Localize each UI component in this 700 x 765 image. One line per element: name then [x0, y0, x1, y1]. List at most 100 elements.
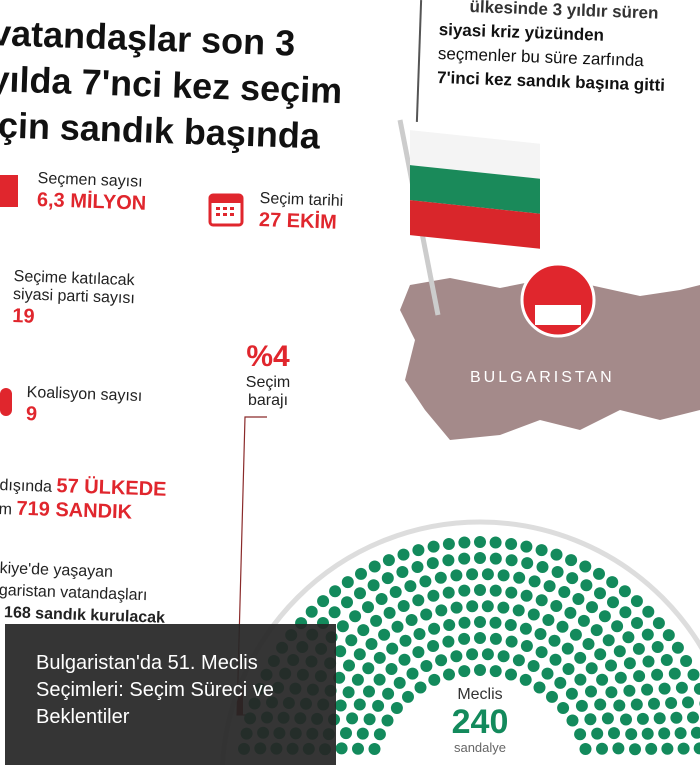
- seat-dot: [505, 668, 517, 681]
- seat-dot: [466, 648, 479, 661]
- seat-dot: [642, 605, 655, 618]
- seat-dot: [305, 605, 318, 618]
- seat-dot: [622, 631, 635, 644]
- seat-dot: [677, 742, 690, 755]
- seat-dot: [594, 698, 607, 711]
- seat-dot: [608, 727, 620, 740]
- seat-dot: [574, 673, 587, 686]
- seat-dot: [605, 659, 617, 672]
- seat-dot: [450, 569, 463, 582]
- seat-dot: [497, 601, 510, 614]
- seat-dot: [489, 616, 502, 629]
- seat-dot: [641, 628, 654, 641]
- seat-dot: [458, 665, 471, 678]
- seat-dot: [386, 642, 399, 655]
- seat-dot: [474, 632, 486, 644]
- seat-dot: [648, 697, 660, 710]
- seat-dot: [442, 554, 455, 567]
- parliament-label: Meclis: [457, 686, 503, 703]
- seat-dot: [373, 673, 386, 686]
- seat-dot: [353, 698, 366, 711]
- seat-dot: [442, 635, 455, 648]
- seat-dot: [577, 614, 590, 627]
- seat-dot: [442, 538, 455, 550]
- caption-overlay[interactable]: Bulgaristan'da 51. Meclis Seçimleri: Seç…: [5, 624, 336, 765]
- seat-dot: [566, 714, 579, 727]
- seat-dot: [519, 622, 532, 635]
- seat-dot: [414, 681, 427, 694]
- seat-dot: [546, 690, 558, 703]
- seat-dot: [535, 594, 548, 607]
- seat-dot: [381, 572, 394, 585]
- seat-dot: [393, 676, 406, 689]
- seat-dot: [512, 654, 525, 667]
- seat-dot: [562, 663, 575, 675]
- seat-dot: [353, 648, 366, 661]
- seat-dot: [575, 699, 588, 712]
- seat-dot: [674, 727, 687, 740]
- seat-dot: [582, 638, 595, 650]
- seat-dot: [489, 632, 502, 645]
- seat-dot: [625, 728, 638, 741]
- seat-dot: [343, 659, 355, 672]
- seat-dot: [405, 614, 418, 626]
- seat-dot: [474, 664, 486, 676]
- map-label: BULGARISTAN: [470, 369, 615, 386]
- seat-dot: [520, 540, 533, 553]
- seat-dot: [458, 616, 471, 629]
- seat-dot: [543, 580, 556, 593]
- seat-dot: [665, 697, 678, 709]
- seat-dot: [474, 584, 486, 596]
- seat-dot: [642, 655, 655, 668]
- seat-dot: [450, 650, 463, 663]
- seat-dot: [345, 634, 358, 647]
- seat-dot: [368, 560, 381, 573]
- seat-dot: [385, 663, 398, 675]
- seat-dot: [435, 604, 448, 617]
- seat-dot: [558, 586, 571, 598]
- seat-dot: [381, 714, 394, 727]
- seat-dot: [317, 595, 330, 608]
- seat-dot: [397, 600, 410, 612]
- seat-dot: [368, 743, 381, 755]
- seat-dot: [519, 673, 532, 686]
- seat-dot: [420, 660, 433, 672]
- seat-dot: [481, 648, 494, 661]
- seat-dot: [363, 713, 376, 726]
- seat-dot: [668, 667, 681, 680]
- seat-dot: [661, 742, 674, 755]
- seat-dot: [652, 617, 665, 630]
- seat-dot: [586, 601, 598, 614]
- caption-title[interactable]: Bulgaristan'da 51. Meclis Seçimleri: Seç…: [36, 652, 274, 728]
- seat-dot: [390, 702, 403, 714]
- seat-dot: [372, 699, 385, 712]
- seat-dot: [535, 544, 548, 557]
- seat-dot: [489, 665, 502, 678]
- seat-dot: [411, 561, 424, 573]
- seat-dot: [458, 536, 471, 549]
- seat-dot: [334, 699, 347, 712]
- seat-dot: [623, 657, 636, 670]
- bulgaria-map: BULGARISTAN: [397, 119, 700, 440]
- seat-dot: [636, 712, 649, 725]
- seat-dot: [658, 727, 671, 740]
- seat-dot: [612, 742, 625, 755]
- seat-dot: [533, 681, 546, 694]
- seat-dot: [631, 617, 643, 629]
- seat-dot: [336, 620, 349, 633]
- seat-dot: [550, 548, 563, 561]
- seat-dot: [367, 579, 380, 592]
- seat-dot: [450, 601, 463, 614]
- seat-dot: [370, 614, 383, 627]
- seat-dot: [340, 727, 352, 740]
- seat-dot: [382, 687, 395, 700]
- seat-dot: [536, 561, 549, 573]
- seat-dot: [585, 662, 598, 675]
- people-icon: [0, 388, 12, 416]
- seat-dot: [687, 711, 699, 724]
- seat-dot: [658, 682, 671, 695]
- seat-dot: [554, 676, 567, 689]
- seat-dot: [474, 616, 486, 628]
- seat-dot: [632, 642, 645, 655]
- seat-dot: [651, 641, 664, 653]
